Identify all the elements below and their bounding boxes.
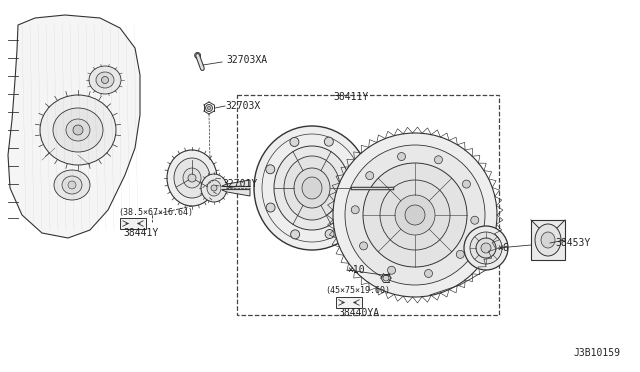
Circle shape: [464, 226, 508, 270]
Text: 32703X: 32703X: [225, 101, 260, 111]
Circle shape: [424, 269, 433, 278]
Ellipse shape: [40, 95, 116, 165]
Circle shape: [349, 164, 358, 173]
Circle shape: [456, 250, 464, 259]
Circle shape: [481, 243, 491, 253]
Ellipse shape: [174, 158, 210, 198]
Ellipse shape: [274, 146, 350, 230]
Ellipse shape: [66, 119, 90, 141]
Ellipse shape: [89, 66, 121, 94]
Text: 38411Y: 38411Y: [333, 92, 368, 102]
Ellipse shape: [183, 168, 201, 188]
Circle shape: [405, 205, 425, 225]
Circle shape: [266, 203, 275, 212]
Circle shape: [360, 242, 367, 250]
Text: (45×75×19.60): (45×75×19.60): [325, 286, 390, 295]
Text: 38441Y: 38441Y: [123, 228, 158, 238]
Circle shape: [325, 230, 334, 238]
Circle shape: [73, 125, 83, 135]
Circle shape: [188, 174, 196, 182]
Circle shape: [349, 202, 358, 211]
Circle shape: [388, 266, 396, 274]
Circle shape: [365, 171, 374, 180]
Ellipse shape: [294, 168, 330, 208]
Ellipse shape: [207, 180, 221, 196]
Circle shape: [102, 77, 109, 83]
Circle shape: [333, 133, 497, 297]
Circle shape: [205, 105, 212, 112]
Ellipse shape: [167, 150, 217, 206]
Circle shape: [266, 165, 275, 174]
Bar: [336, 297, 362, 308]
Circle shape: [397, 153, 406, 161]
Circle shape: [290, 138, 299, 147]
Circle shape: [476, 238, 496, 258]
Circle shape: [195, 52, 200, 58]
Circle shape: [324, 137, 333, 146]
Text: 32703XA: 32703XA: [226, 55, 267, 65]
Circle shape: [463, 180, 470, 188]
Ellipse shape: [302, 177, 322, 199]
Polygon shape: [8, 15, 140, 238]
Ellipse shape: [53, 108, 103, 152]
Bar: [237, 95, 499, 315]
Circle shape: [363, 163, 467, 267]
Circle shape: [383, 275, 389, 281]
Text: (38.5×67×16.64): (38.5×67×16.64): [118, 208, 193, 217]
Bar: [120, 218, 146, 229]
Ellipse shape: [541, 232, 555, 248]
Ellipse shape: [254, 126, 370, 250]
Bar: [531, 220, 565, 260]
Circle shape: [207, 106, 211, 109]
Circle shape: [351, 206, 359, 214]
Text: J3B10159: J3B10159: [573, 348, 620, 358]
Circle shape: [470, 232, 502, 264]
Text: ×6: ×6: [497, 243, 509, 253]
Polygon shape: [222, 180, 250, 196]
Circle shape: [345, 145, 485, 285]
Ellipse shape: [535, 224, 561, 256]
Circle shape: [435, 156, 442, 164]
Ellipse shape: [96, 72, 114, 88]
Text: ×10: ×10: [347, 265, 365, 275]
Text: 38453Y: 38453Y: [555, 238, 590, 248]
Circle shape: [380, 180, 450, 250]
Text: 32701Y: 32701Y: [222, 179, 257, 189]
Text: 38440YA: 38440YA: [338, 308, 379, 318]
Ellipse shape: [284, 156, 340, 220]
Circle shape: [395, 195, 435, 235]
Ellipse shape: [201, 174, 227, 202]
Circle shape: [291, 230, 300, 239]
Circle shape: [68, 181, 76, 189]
Ellipse shape: [54, 170, 90, 200]
Ellipse shape: [62, 176, 82, 194]
Circle shape: [211, 185, 217, 191]
Circle shape: [471, 216, 479, 224]
